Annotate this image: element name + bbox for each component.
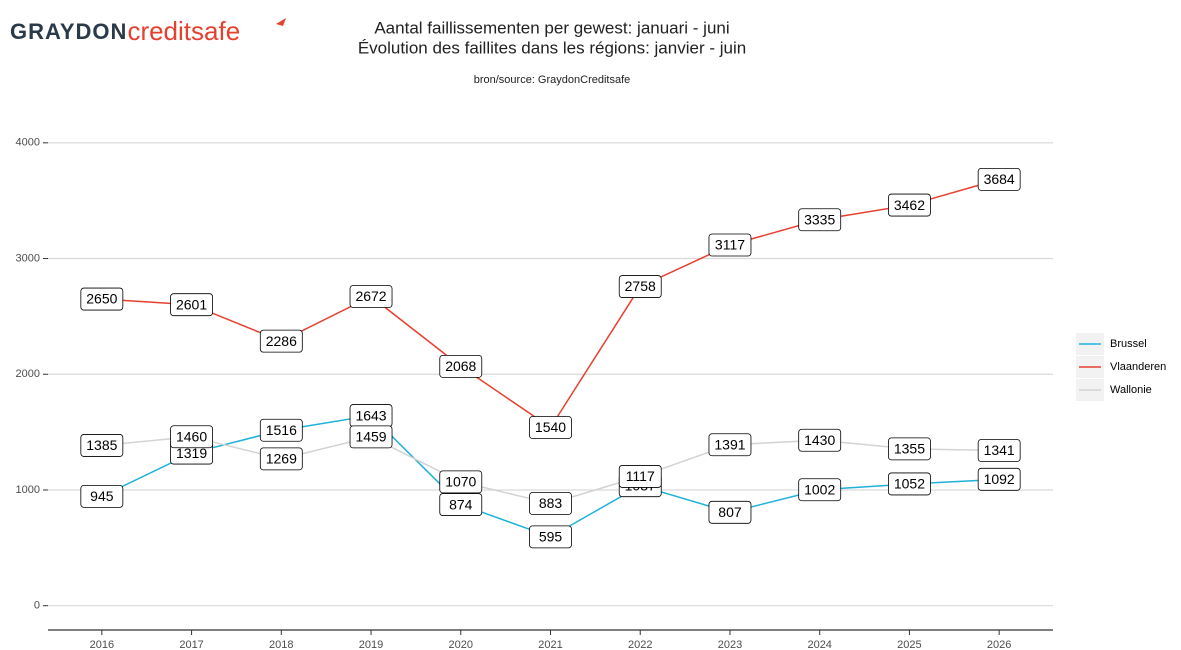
label-box — [798, 208, 842, 232]
data-label: 2758 — [625, 278, 656, 294]
logo-mark — [276, 18, 286, 26]
label-box — [259, 329, 303, 353]
label-box — [708, 233, 752, 257]
x-tick-label: 2019 — [359, 639, 383, 650]
legend-label: Vlaanderen — [1110, 361, 1166, 373]
data-label: 3117 — [715, 237, 745, 253]
x-tick-label: 2025 — [897, 639, 921, 650]
label-box — [439, 354, 483, 378]
chart-subtitle: bron/source: GraydonCreditsafe — [474, 74, 631, 86]
data-label: 1052 — [894, 476, 925, 492]
label-box — [798, 478, 842, 502]
label-box — [439, 493, 483, 516]
data-label: 1540 — [535, 419, 566, 435]
legend-label: Brussel — [1110, 338, 1147, 350]
data-label: 874 — [449, 496, 473, 512]
y-tick-label: 1000 — [16, 484, 40, 496]
label-box — [80, 484, 124, 508]
x-tick-label: 2022 — [628, 639, 652, 650]
data-label: 1117 — [626, 468, 655, 484]
label-box — [888, 437, 931, 461]
x-tick-label: 2026 — [987, 639, 1011, 650]
data-label: 1643 — [355, 407, 386, 423]
data-label: 3684 — [984, 171, 1015, 187]
label-box — [529, 525, 572, 549]
label-box — [977, 467, 1021, 491]
data-label: 1459 — [355, 429, 386, 445]
label-box — [977, 439, 1021, 462]
x-tick-label: 2018 — [269, 639, 293, 650]
label-box — [708, 433, 752, 457]
data-label: 1092 — [984, 471, 1015, 487]
chart-title: Aantal faillissementen per gewest: janua… — [374, 18, 729, 37]
x-tick-label: 2016 — [90, 639, 114, 650]
data-label: 1516 — [266, 422, 297, 438]
y-tick-label: 4000 — [16, 137, 40, 149]
y-tick-label: 0 — [34, 600, 40, 612]
label-box — [80, 287, 124, 311]
data-label: 3462 — [894, 197, 925, 213]
label-box — [708, 500, 752, 524]
series-line — [101, 178, 1000, 429]
legend-label: Wallonie — [1110, 384, 1152, 396]
x-tick-label: 2021 — [538, 639, 562, 650]
label-box — [888, 472, 931, 496]
label-box — [529, 492, 572, 515]
label-box — [618, 275, 662, 298]
data-label: 2672 — [355, 288, 386, 304]
data-label: 1269 — [266, 451, 297, 467]
data-label: 3335 — [804, 211, 835, 227]
data-label: 807 — [718, 504, 742, 520]
data-label: 1460 — [176, 428, 207, 444]
y-tick-label: 3000 — [16, 252, 40, 264]
label-box — [888, 193, 931, 217]
data-label: 595 — [539, 529, 563, 545]
x-tick-label: 2023 — [718, 639, 742, 650]
y-tick-label: 2000 — [16, 368, 40, 380]
data-label: 2601 — [176, 296, 207, 312]
data-label: 1385 — [86, 437, 117, 453]
chart-title: Évolution des faillites dans les régions… — [358, 38, 746, 57]
data-label: 2068 — [445, 358, 476, 374]
x-tick-label: 2024 — [807, 639, 831, 650]
data-label: 2650 — [86, 291, 117, 307]
label-box — [349, 425, 393, 449]
data-label: 2286 — [266, 333, 297, 349]
label-box — [80, 434, 124, 457]
data-label: 1319 — [176, 445, 207, 461]
data-label: 945 — [90, 488, 114, 504]
label-box — [349, 285, 393, 308]
label-box — [170, 425, 213, 449]
data-label: 1002 — [804, 481, 835, 497]
label-box — [439, 470, 483, 494]
label-box — [529, 416, 572, 439]
label-box — [798, 428, 842, 452]
label-box — [259, 447, 303, 471]
logo: GRAYDONcreditsafe — [10, 16, 240, 46]
label-box — [977, 167, 1021, 191]
label-box — [259, 418, 303, 442]
label-box — [618, 465, 662, 488]
data-label: 883 — [539, 495, 563, 511]
data-label: 1430 — [804, 432, 835, 448]
x-tick-label: 2020 — [449, 639, 473, 650]
data-label: 1070 — [445, 474, 476, 490]
x-tick-label: 2017 — [179, 639, 203, 650]
data-label: 1355 — [894, 441, 925, 457]
logo-part: GRAYDON — [10, 19, 127, 44]
logo-part: creditsafe — [127, 16, 240, 46]
data-label: 1391 — [714, 436, 745, 452]
label-box — [170, 293, 213, 317]
data-label: 1341 — [984, 442, 1015, 458]
